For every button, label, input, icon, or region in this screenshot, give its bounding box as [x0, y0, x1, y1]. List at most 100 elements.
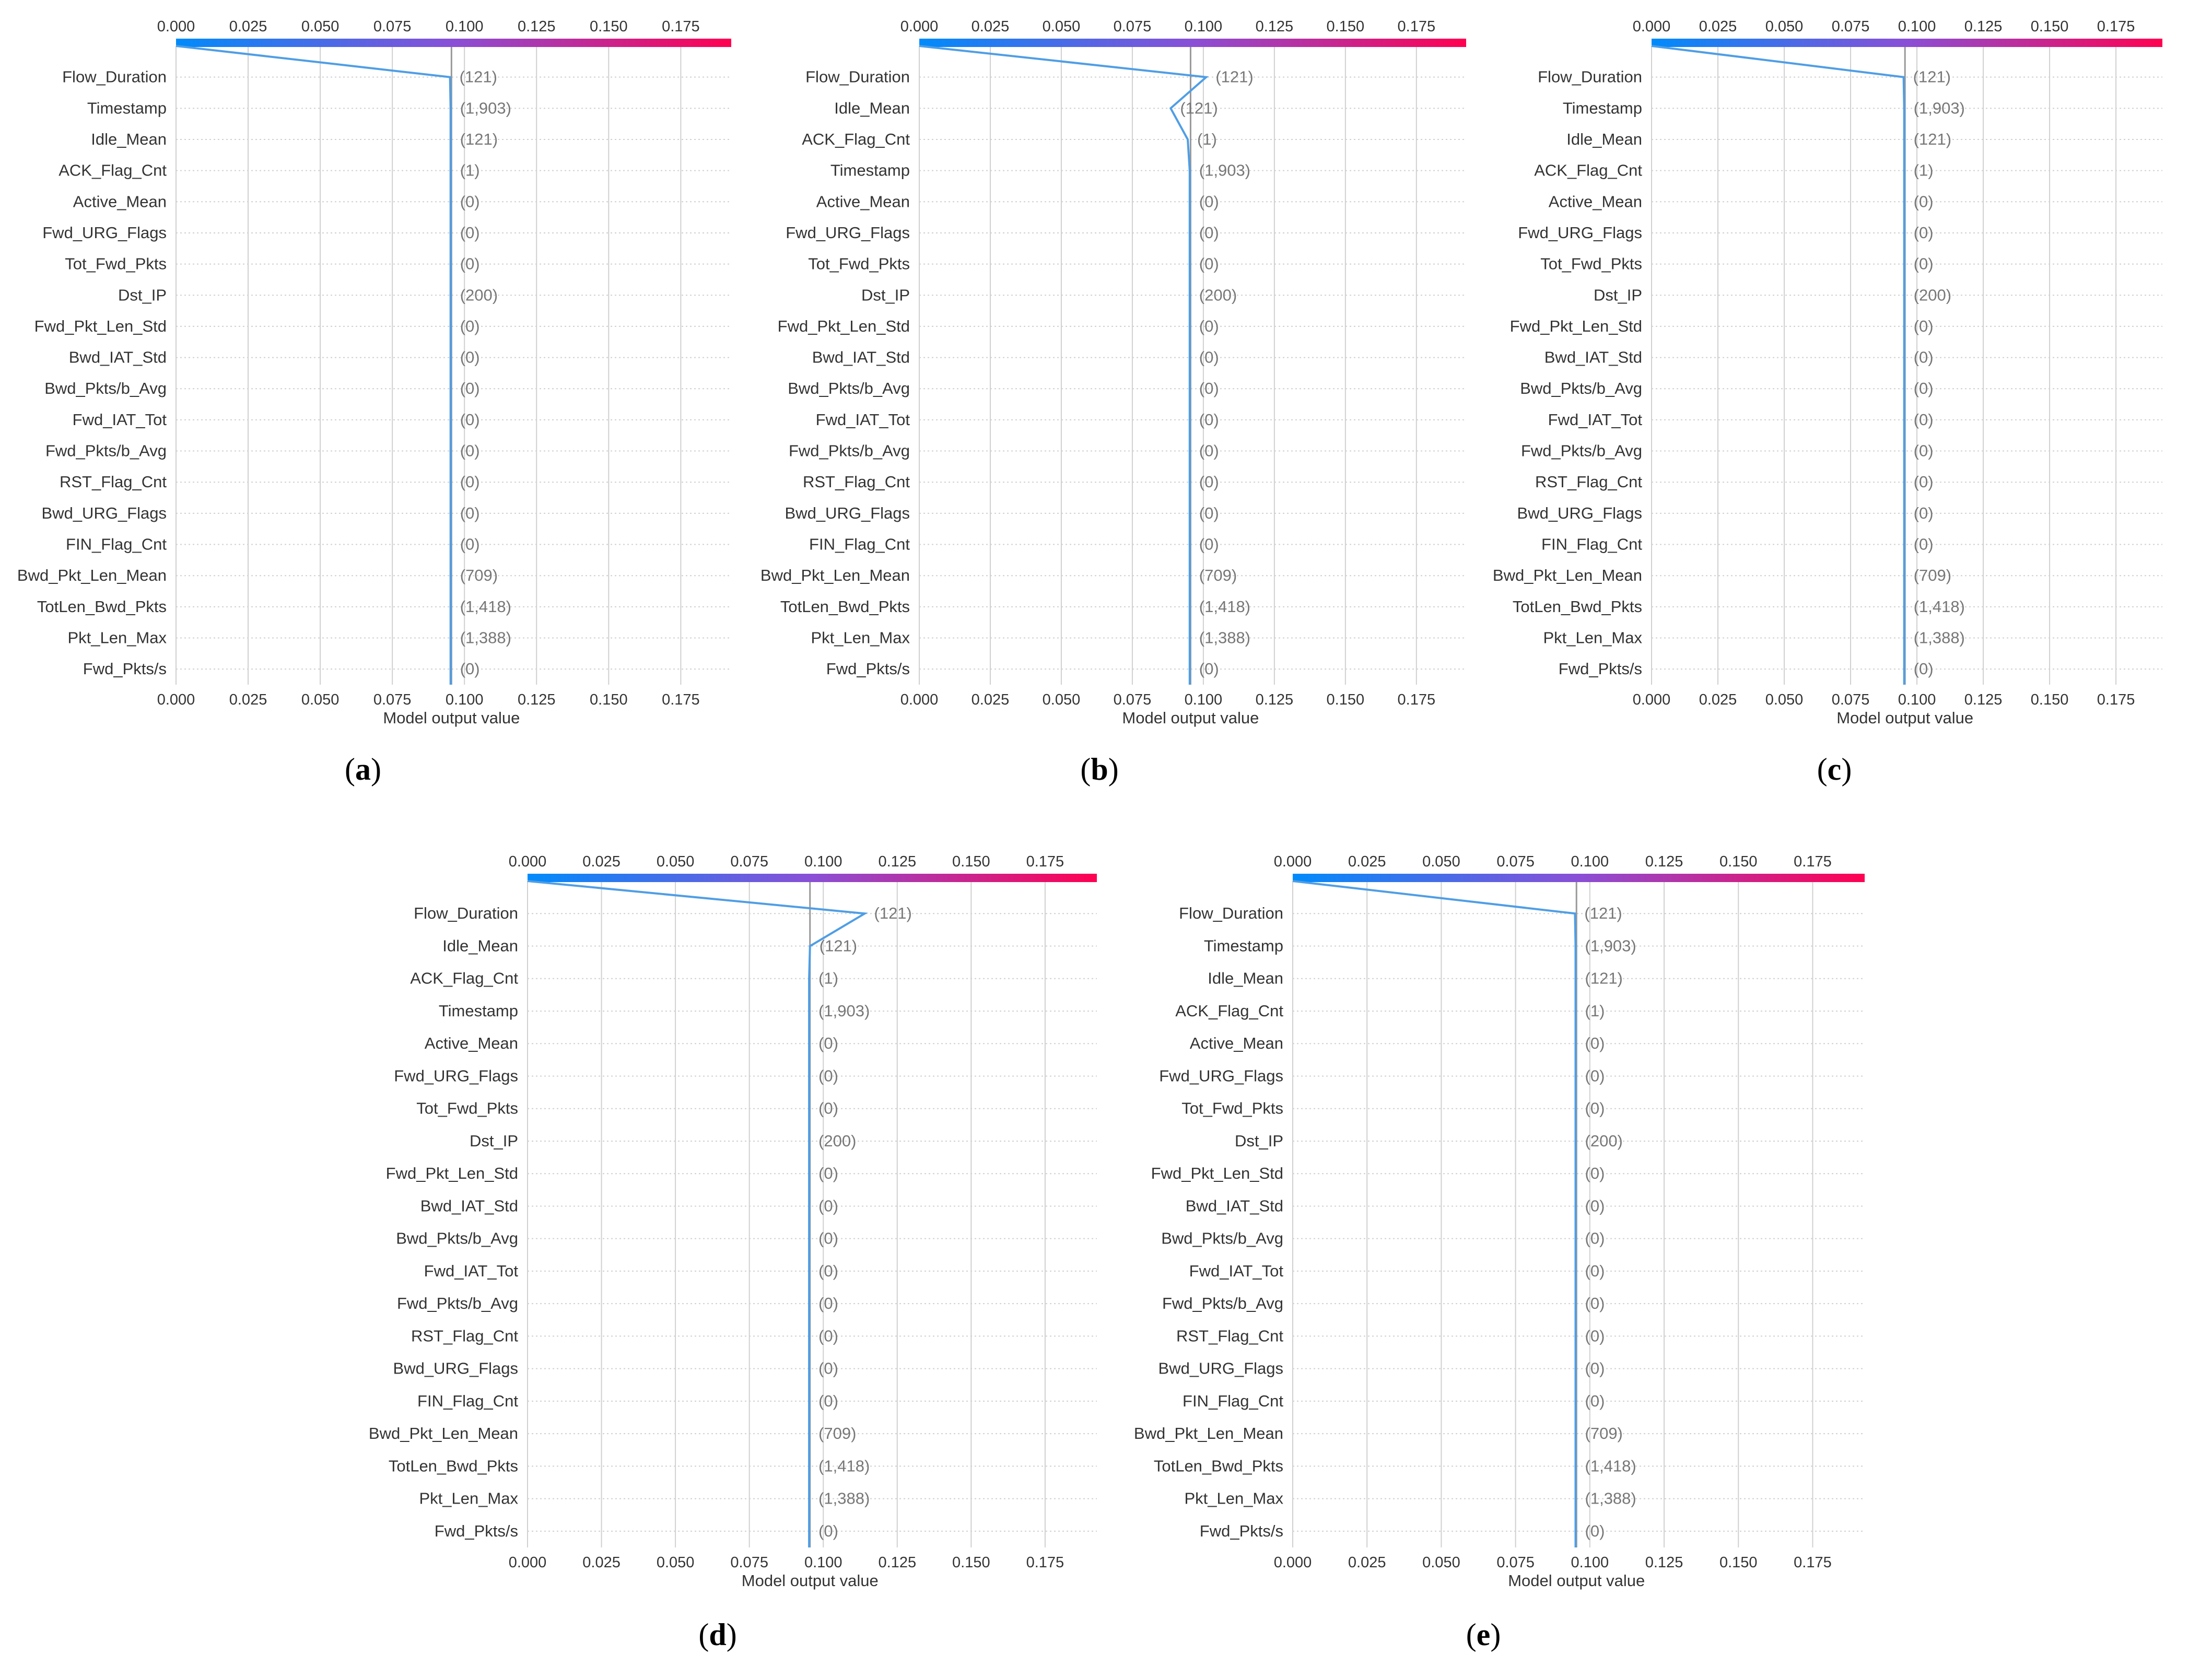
colorbar: [528, 874, 1097, 882]
bottom-tick-label: 0.000: [1274, 1554, 1312, 1571]
top-tick-label: 0.075: [1832, 18, 1870, 35]
feature-value-label: (121): [460, 130, 498, 148]
feature-value-label: (0): [1914, 192, 1934, 210]
feature-value-label: (0): [1585, 1066, 1605, 1085]
feature-label: Bwd_Pkt_Len_Mean: [1134, 1424, 1283, 1442]
feature-value-label: (0): [818, 1294, 838, 1312]
feature-label: Bwd_Pkts/b_Avg: [788, 379, 910, 397]
bottom-tick-label: 0.000: [157, 691, 195, 708]
feature-label: Timestamp: [439, 1002, 518, 1020]
feature-label: Idle_Mean: [1566, 130, 1642, 148]
feature-label: Flow_Duration: [1538, 68, 1642, 86]
decision-plot-panel-e: 0.000 0.000 0.025 0.025 0.050 0.050 0.075 0.075…: [1134, 853, 1865, 1652]
bottom-tick-label: 0.075: [1832, 691, 1870, 708]
bottom-tick-label: 0.100: [1571, 1554, 1609, 1571]
feature-label: Flow_Duration: [1179, 904, 1283, 922]
feature-label: Fwd_IAT_Tot: [816, 410, 910, 429]
top-tick-label: 0.075: [373, 18, 412, 35]
decision-path-line: [919, 45, 1209, 685]
feature-label: Tot_Fwd_Pkts: [1181, 1099, 1283, 1118]
feature-label: Bwd_URG_Flags: [1517, 504, 1642, 522]
bottom-tick-label: 0.100: [804, 1554, 842, 1571]
feature-value-label: (0): [1585, 1522, 1605, 1540]
feature-value-label: (0): [1199, 317, 1219, 335]
bottom-tick-label: 0.075: [1496, 1554, 1535, 1571]
top-tick-label: 0.100: [804, 853, 842, 870]
feature-label: Flow_Duration: [414, 904, 518, 922]
bottom-tick-label: 0.075: [373, 691, 412, 708]
feature-value-label: (0): [1199, 255, 1219, 273]
bottom-tick-label: 0.125: [1645, 1554, 1683, 1571]
feature-value-label: (0): [1199, 410, 1219, 429]
panel-caption: (d): [698, 1617, 736, 1652]
feature-label: Fwd_Pkts/b_Avg: [1521, 442, 1642, 460]
feature-label: Fwd_Pkts/s: [83, 660, 167, 678]
bottom-tick-label: 0.175: [1794, 1554, 1832, 1571]
bottom-tick-label: 0.125: [518, 691, 556, 708]
feature-value-label: (200): [1199, 286, 1237, 304]
bottom-tick-label: 0.050: [1765, 691, 1804, 708]
feature-value-label: (0): [1914, 535, 1934, 554]
top-tick-label: 0.125: [879, 853, 917, 870]
feature-label: Fwd_Pkts/s: [1200, 1522, 1283, 1540]
feature-label: ACK_Flag_Cnt: [410, 969, 518, 988]
feature-label: Bwd_URG_Flags: [42, 504, 167, 522]
feature-value-label: (0): [1199, 473, 1219, 491]
feature-value-label: (0): [1914, 504, 1934, 522]
feature-label: Tot_Fwd_Pkts: [1540, 255, 1642, 273]
top-tick-label: 0.000: [1633, 18, 1671, 35]
feature-value-label: (0): [460, 348, 480, 367]
decision-path-line: [1651, 45, 1905, 685]
feature-label: Bwd_Pkts/b_Avg: [44, 379, 167, 397]
feature-label: ACK_Flag_Cnt: [802, 130, 910, 148]
bottom-tick-label: 0.000: [900, 691, 939, 708]
feature-label: Dst_IP: [1235, 1132, 1283, 1150]
colorbar: [1652, 39, 2162, 47]
feature-label: Fwd_Pkt_Len_Std: [386, 1164, 518, 1182]
top-tick-label: 0.025: [1699, 18, 1737, 35]
feature-label: Fwd_URG_Flags: [42, 224, 167, 242]
feature-label: Tot_Fwd_Pkts: [65, 255, 167, 273]
feature-value-label: (0): [1914, 255, 1934, 273]
bottom-tick-label: 0.050: [1043, 691, 1081, 708]
feature-label: Bwd_IAT_Std: [420, 1196, 518, 1215]
feature-value-label: (0): [1914, 410, 1934, 429]
top-tick-label: 0.150: [952, 853, 990, 870]
top-tick-label: 0.125: [1256, 18, 1294, 35]
feature-label: RST_Flag_Cnt: [1176, 1327, 1283, 1345]
feature-label: TotLen_Bwd_Pkts: [780, 597, 910, 616]
feature-label: Dst_IP: [861, 286, 910, 304]
top-tick-label: 0.150: [590, 18, 628, 35]
feature-value-label: (0): [818, 1099, 838, 1118]
feature-value-label: (1): [1914, 161, 1934, 180]
feature-value-label: (709): [1585, 1424, 1623, 1442]
feature-label: FIN_Flag_Cnt: [1183, 1392, 1283, 1410]
top-tick-label: 0.125: [1964, 18, 2003, 35]
bottom-tick-label: 0.025: [229, 691, 267, 708]
feature-value-label: (1,418): [1914, 597, 1965, 616]
top-tick-label: 0.025: [582, 853, 621, 870]
feature-value-label: (1,903): [1585, 936, 1636, 955]
feature-value-label: (0): [1914, 442, 1934, 460]
feature-label: TotLen_Bwd_Pkts: [1154, 1457, 1283, 1475]
feature-label: RST_Flag_Cnt: [803, 473, 910, 491]
feature-value-label: (709): [818, 1424, 856, 1442]
bottom-tick-label: 0.150: [952, 1554, 990, 1571]
feature-value-label: (709): [1199, 566, 1237, 584]
feature-value-label: (1,903): [1199, 161, 1250, 180]
feature-value-label: (0): [818, 1392, 838, 1410]
feature-label: FIN_Flag_Cnt: [66, 535, 167, 554]
top-tick-label: 0.050: [657, 853, 695, 870]
top-tick-label: 0.175: [662, 18, 700, 35]
feature-value-label: (0): [1199, 348, 1219, 367]
feature-value-label: (0): [1914, 348, 1934, 367]
top-tick-label: 0.125: [1645, 853, 1683, 870]
feature-label: Tot_Fwd_Pkts: [416, 1099, 518, 1118]
feature-label: Tot_Fwd_Pkts: [808, 255, 910, 273]
x-axis-title: Model output value: [1122, 709, 1259, 727]
top-tick-label: 0.175: [1398, 18, 1436, 35]
feature-value-label: (0): [460, 473, 480, 491]
feature-label: Pkt_Len_Max: [1543, 629, 1642, 647]
feature-label: Active_Mean: [73, 192, 167, 210]
feature-label: Fwd_Pkt_Len_Std: [34, 317, 167, 335]
